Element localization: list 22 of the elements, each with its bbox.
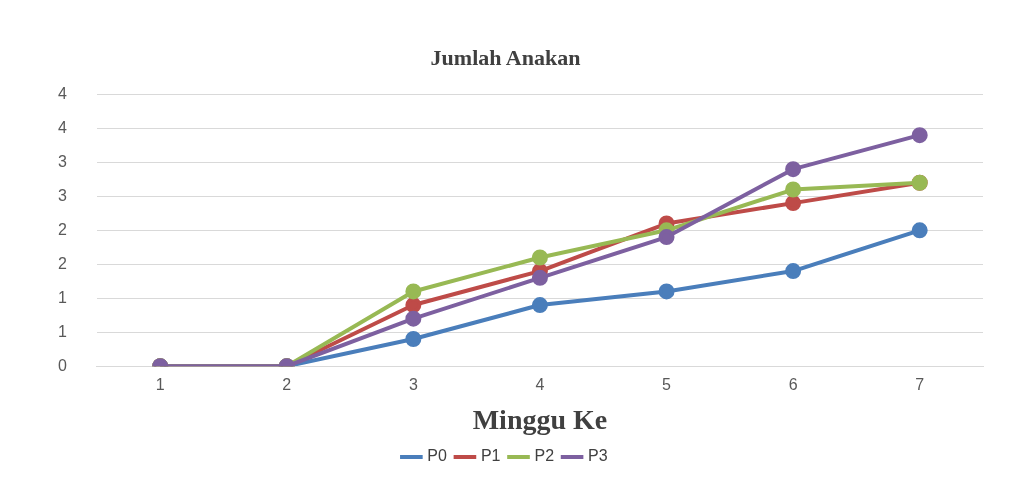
y-tick-label: 3 <box>57 186 67 204</box>
x-tick-label: 2 <box>282 376 292 394</box>
legend-label: P1 <box>480 447 501 465</box>
y-tick-label: 1 <box>57 322 67 340</box>
x-tick-label: 4 <box>535 376 545 394</box>
legend-label: P2 <box>534 447 555 465</box>
x-tick-label: 6 <box>788 376 798 394</box>
x-tick-label: 3 <box>408 376 418 394</box>
legend-label: P3 <box>588 447 608 465</box>
chart-title: Jumlah Anakan <box>430 44 581 70</box>
x-tick-label: 5 <box>662 376 672 394</box>
y-tick-label: 4 <box>57 118 67 136</box>
y-tick-label: 2 <box>57 220 67 238</box>
y-tick-label: 2 <box>57 254 67 272</box>
y-tick-label: 3 <box>57 152 67 170</box>
legend-label: P0 <box>427 447 448 465</box>
y-tick-label: 1 <box>57 288 67 306</box>
x-tick-label: 1 <box>155 376 165 394</box>
y-tick-label: 4 <box>57 84 67 102</box>
x-axis-title: Minggu Ke <box>472 404 608 436</box>
y-tick-label: 0 <box>57 356 67 374</box>
x-tick-label: 7 <box>915 376 925 394</box>
